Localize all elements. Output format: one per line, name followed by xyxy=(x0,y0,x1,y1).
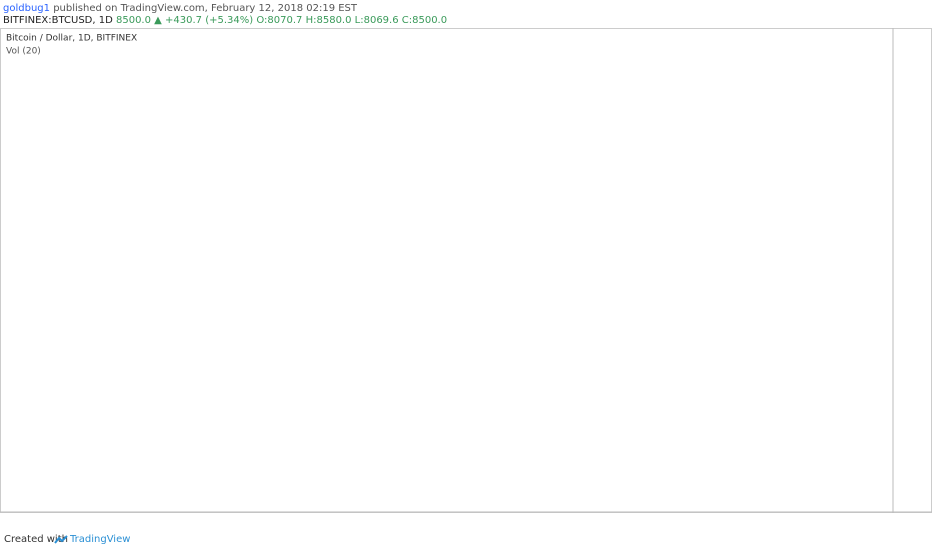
logo xyxy=(54,535,68,544)
change: 8500.0 ▲ +430.7 (+5.34%) xyxy=(115,15,254,26)
header: goldbug1 published on TradingView.com, F… xyxy=(0,0,932,28)
created-with: Created with xyxy=(4,534,68,545)
author[interactable]: goldbug1 xyxy=(3,3,50,14)
published: published on TradingView.com, February 1… xyxy=(53,3,358,14)
footer: Created with TradingView xyxy=(0,530,932,550)
symbol-line: BITFINEX:BTCUSD, 1D 8500.0 ▲ +430.7 (+5.… xyxy=(3,15,447,26)
chart-title: Bitcoin / Dollar, 1D, BITFINEX xyxy=(6,34,137,44)
frame xyxy=(0,28,932,513)
symbol: BITFINEX:BTCUSD, 1D xyxy=(3,15,113,26)
publish-line: goldbug1 published on TradingView.com, F… xyxy=(3,3,357,14)
brand[interactable]: TradingView xyxy=(70,534,131,545)
ohlc: O:8070.7 H:8580.0 L:8069.6 C:8500.0 xyxy=(256,15,448,26)
chart: Bitcoin / Dollar, 1D, BITFINEX Vol (20) xyxy=(0,28,932,513)
volume-label: Vol (20) xyxy=(6,47,41,57)
